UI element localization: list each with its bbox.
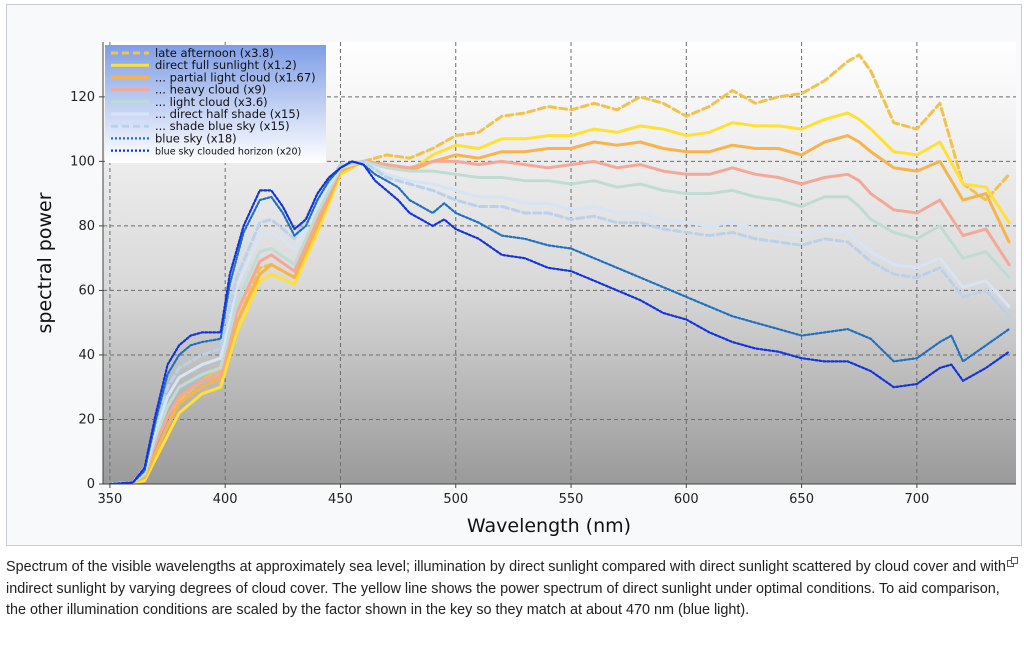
legend-label: late afternoon (x3.8) — [155, 46, 274, 60]
y-tick-label: 80 — [78, 219, 95, 234]
series-line-5 — [108, 159, 1011, 484]
chart-figure: 350 400 450 500 550 600 650 700 0 20 40 60 80 100 120 … — [6, 4, 1022, 546]
legend-label: direct full sunlight (x1.2) — [155, 58, 297, 72]
series-lines — [108, 53, 1011, 484]
x-tick-label: 500 — [443, 492, 468, 507]
y-tick-label: 0 — [87, 477, 95, 492]
legend-label: ... partial light cloud (x1.67) — [155, 70, 316, 84]
x-tick-label: 400 — [213, 492, 238, 507]
y-axis-title: spectral power — [34, 192, 56, 333]
series-line-6 — [108, 159, 1011, 484]
y-tick-label: 100 — [70, 154, 95, 169]
x-tick-label: 550 — [559, 492, 584, 507]
enlarge-icon[interactable] — [1007, 557, 1019, 569]
axis-ticks: 350 400 450 500 550 600 650 700 0 20 40 60 80 100 120 — [70, 90, 929, 507]
x-tick-label: 650 — [789, 492, 814, 507]
x-tick-label: 350 — [98, 492, 123, 507]
x-axis-title: Wavelength (nm) — [467, 515, 631, 537]
series-line-8 — [108, 160, 1011, 484]
legend-label: ... light cloud (x3.6) — [155, 95, 268, 109]
x-tick-label: 700 — [904, 492, 929, 507]
legend-label: ... heavy cloud (x9) — [155, 83, 266, 97]
legend-label: ... direct half shade (x15) — [155, 107, 300, 121]
series-line-4 — [108, 159, 1011, 484]
figure-caption: Spectrum of the visible wavelengths at a… — [6, 559, 1006, 619]
spectrum-chart: 350 400 450 500 550 600 650 700020406080100120 … — [34, 42, 1016, 537]
y-tick-label: 120 — [70, 90, 95, 105]
y-tick-label: 40 — [78, 348, 95, 363]
y-tick-label: 60 — [78, 283, 95, 298]
legend-label: ... shade blue sky (x15) — [155, 119, 290, 133]
x-tick-label: 450 — [328, 492, 353, 507]
legend-label: blue sky (x18) — [155, 131, 237, 145]
series-line-7 — [108, 160, 1011, 484]
y-tick-label: 20 — [78, 412, 95, 427]
series-line-3 — [108, 159, 1011, 484]
series-line-1 — [108, 111, 1011, 484]
x-tick-label: 600 — [674, 492, 699, 507]
legend: late afternoon (x3.8)direct full sunligh… — [105, 45, 326, 163]
legend-label: blue sky clouded horizon (x20) — [155, 147, 301, 158]
